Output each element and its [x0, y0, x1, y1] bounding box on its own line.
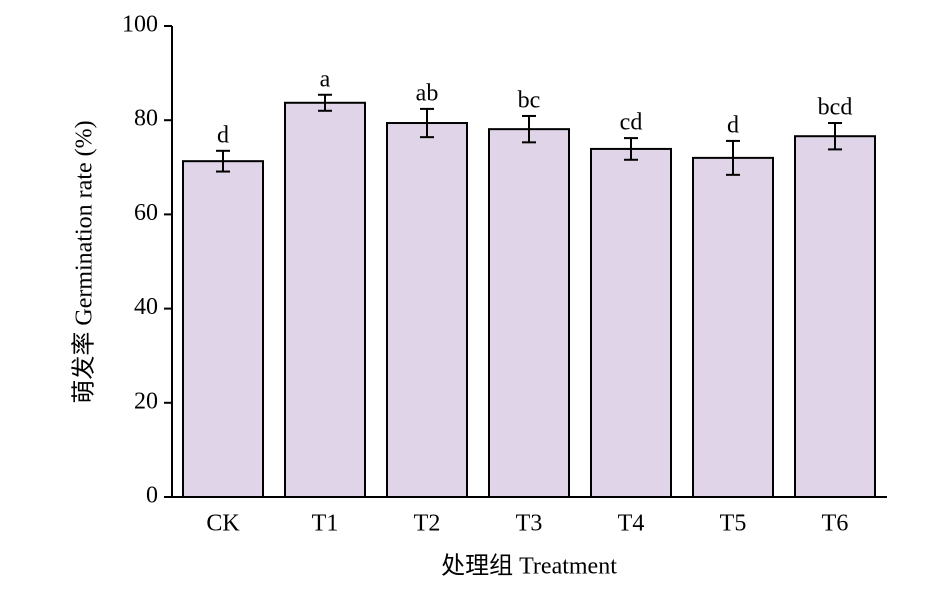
bar: [386, 122, 468, 498]
y-tick-label: 60: [134, 200, 158, 226]
y-tick-label: 40: [134, 294, 158, 320]
x-tick-label: T4: [618, 511, 645, 537]
y-axis-label: 萌发率 Germination rate (%): [71, 120, 98, 403]
y-tick-label: 0: [146, 483, 158, 509]
bar: [182, 160, 264, 498]
x-tick-label: T6: [822, 511, 849, 537]
y-tick-label: 20: [134, 388, 158, 414]
significance-letter: bcd: [818, 95, 853, 121]
significance-letter: d: [727, 112, 739, 138]
x-tick-label: T2: [414, 511, 441, 537]
bar: [284, 101, 366, 498]
bar: [488, 128, 570, 499]
significance-letter: bc: [518, 87, 541, 113]
y-tick-label: 100: [122, 12, 158, 38]
x-tick-label: T3: [516, 511, 543, 537]
y-tick-label: 80: [134, 106, 158, 132]
bar: [794, 135, 876, 499]
bar: [590, 147, 672, 498]
significance-letter: a: [320, 66, 331, 92]
x-axis-label: 处理组 Treatment: [441, 553, 617, 580]
significance-letter: ab: [416, 80, 439, 106]
x-tick-label: CK: [206, 511, 240, 537]
x-tick-label: T5: [720, 511, 747, 537]
significance-letter: d: [217, 122, 229, 148]
bar: [692, 156, 774, 498]
x-tick-label: T1: [312, 511, 339, 537]
significance-letter: cd: [620, 110, 643, 136]
